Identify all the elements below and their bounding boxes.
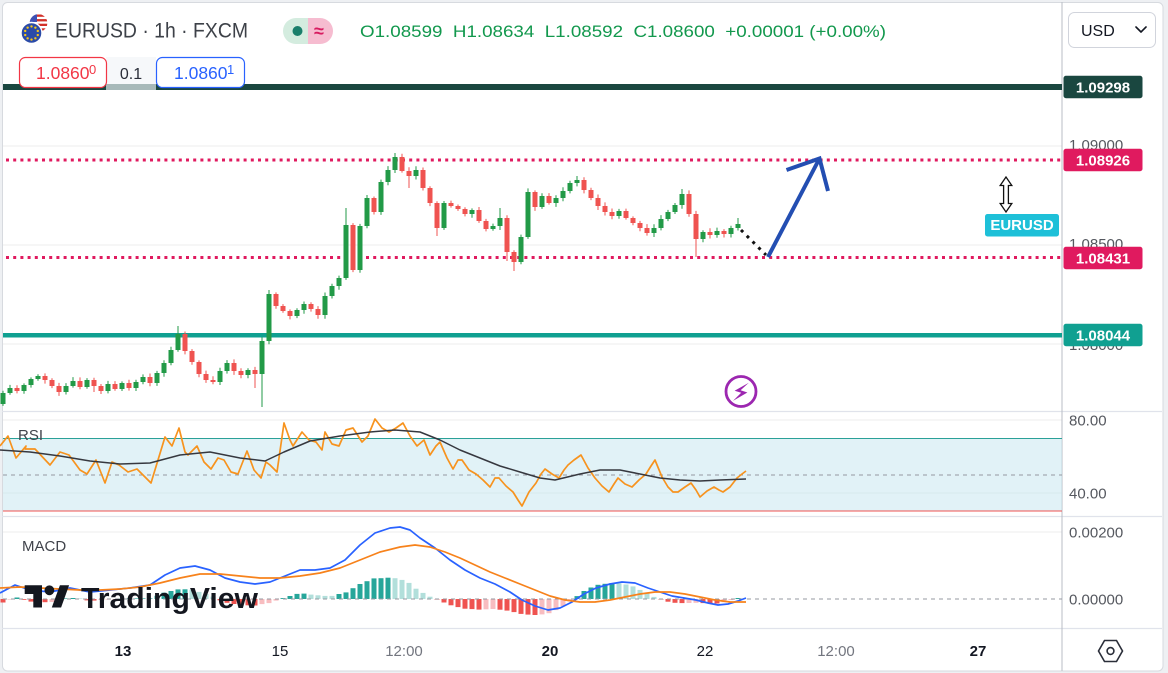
svg-text:12:00: 12:00 [817,643,855,660]
svg-text:1.08431: 1.08431 [1076,250,1130,267]
svg-text:1: 1 [227,62,234,77]
svg-text:1.08044: 1.08044 [1076,327,1131,344]
svg-text:22: 22 [697,643,714,660]
svg-text:20: 20 [542,643,559,660]
svg-text:15: 15 [272,643,289,660]
svg-text:MACD: MACD [22,538,66,555]
svg-text:80.00: 80.00 [1069,413,1107,430]
svg-text:13: 13 [115,643,132,660]
svg-text:EURUSD: EURUSD [990,217,1054,234]
svg-text:27: 27 [970,643,987,660]
svg-text:0: 0 [89,62,96,77]
svg-text:1.08926: 1.08926 [1076,152,1130,169]
svg-text:12:00: 12:00 [385,643,423,660]
svg-text:40.00: 40.00 [1069,486,1107,503]
svg-text:0.00000: 0.00000 [1069,592,1123,609]
svg-text:O1.08599 H1.08634 L1.08592: O1.08599 H1.08634 L1.08592 C1.08600 +0.0… [360,22,886,41]
svg-text:≈: ≈ [314,21,324,41]
svg-text:1.0860: 1.0860 [36,63,90,83]
svg-text:0.1: 0.1 [120,66,142,83]
svg-text:RSI: RSI [18,427,43,444]
svg-text:1.09298: 1.09298 [1076,79,1130,96]
svg-text:EURUSD · 1h · FXCM: EURUSD · 1h · FXCM [55,20,248,43]
svg-text:1.0860: 1.0860 [174,63,228,83]
svg-text:0.00200: 0.00200 [1069,525,1123,542]
svg-text:TradingView: TradingView [81,583,258,615]
svg-text:USD: USD [1081,23,1115,40]
